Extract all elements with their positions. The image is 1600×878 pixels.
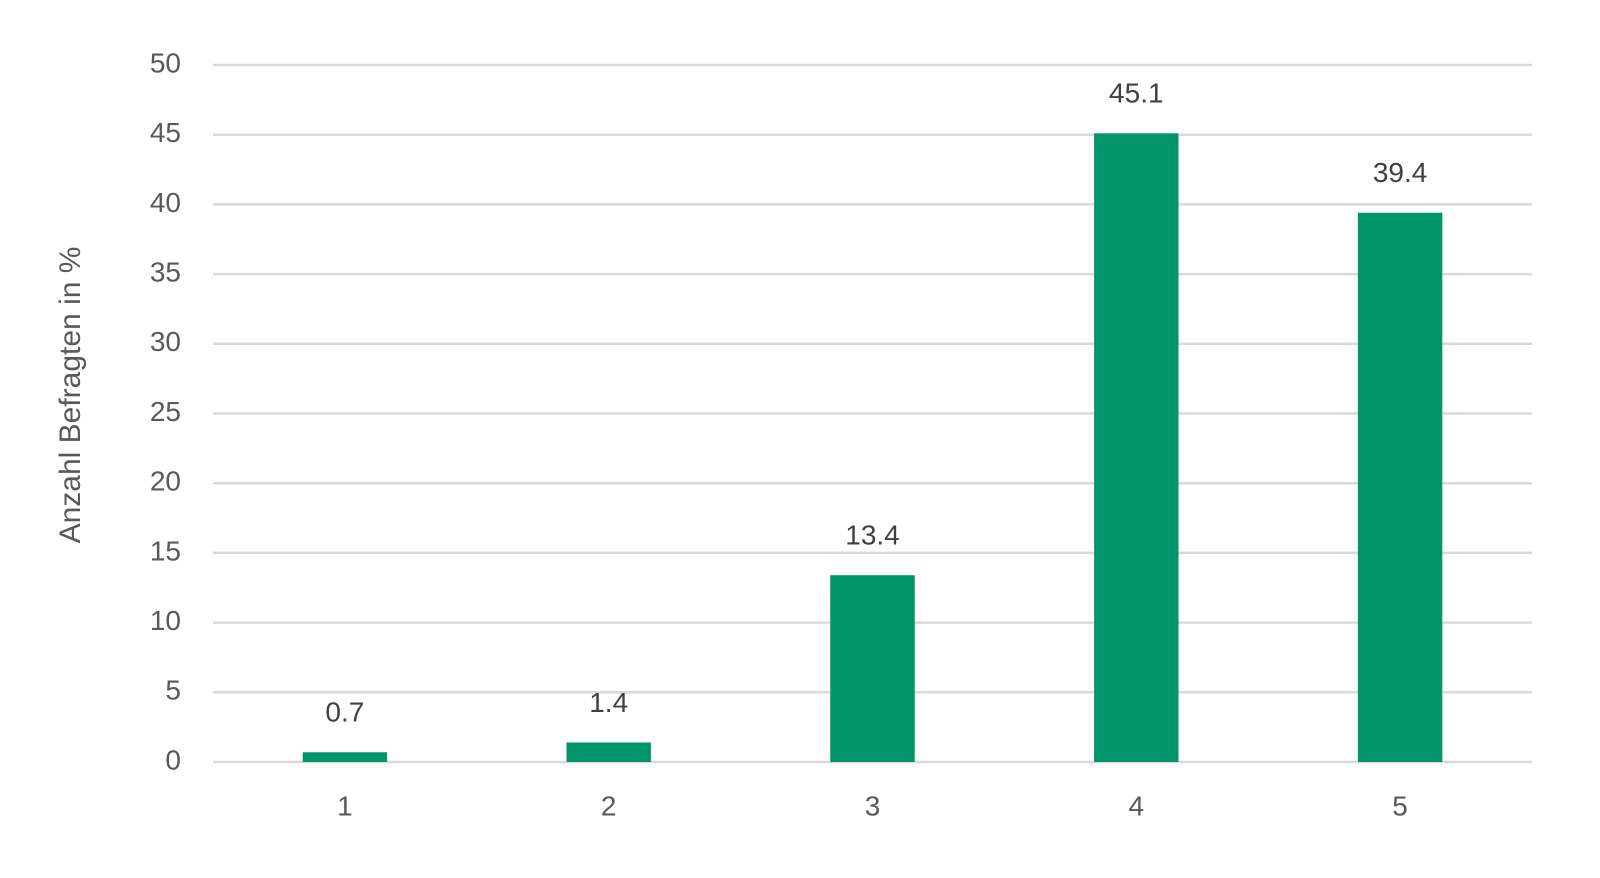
y-tick-label: 10 — [150, 605, 181, 636]
value-label: 1.4 — [589, 687, 628, 718]
bar — [302, 752, 388, 762]
value-label: 39.4 — [1373, 157, 1428, 188]
value-label: 0.7 — [325, 697, 364, 728]
y-tick-label: 25 — [150, 396, 181, 427]
x-tick-label: 5 — [1392, 790, 1408, 821]
y-tick-label: 0 — [165, 744, 181, 775]
x-tick-label: 1 — [337, 790, 353, 821]
x-tick-label: 3 — [865, 790, 881, 821]
bar — [1094, 133, 1179, 762]
y-tick-label: 50 — [150, 47, 181, 78]
y-tick-label: 40 — [150, 187, 181, 218]
bar — [566, 742, 651, 762]
bar — [830, 575, 915, 762]
value-label: 45.1 — [1109, 78, 1164, 109]
value-label: 13.4 — [845, 520, 900, 551]
y-tick-label: 35 — [150, 256, 181, 287]
y-tick-label: 5 — [165, 675, 181, 706]
y-tick-label: 30 — [150, 326, 181, 357]
bar — [1357, 212, 1443, 762]
y-tick-label: 15 — [150, 535, 181, 566]
x-tick-label: 4 — [1129, 790, 1145, 821]
y-axis-label: Anzahl Befragten in % — [54, 247, 87, 544]
y-tick-label: 45 — [150, 117, 181, 148]
x-tick-label: 2 — [601, 790, 617, 821]
y-tick-label: 20 — [150, 466, 181, 497]
